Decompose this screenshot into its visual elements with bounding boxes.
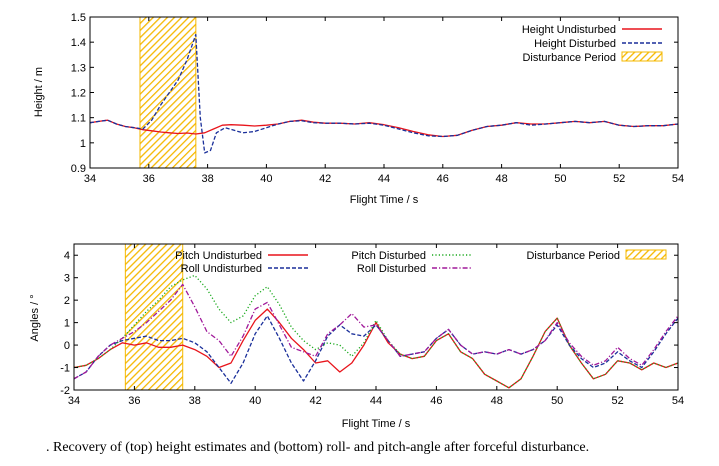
height-x-tick-label: 50 (554, 173, 566, 185)
height-legend-swatch-band (621, 51, 663, 62)
height-y-axis-label: Height / m (33, 67, 45, 117)
height-y-tick-label: 1.5 (71, 12, 86, 24)
height-y-tick-label: 1.1 (71, 113, 86, 125)
height-legend-label: Height Undisturbed (522, 24, 616, 36)
angles-legend-label-disturbance: Disturbance Period (526, 250, 620, 262)
angles-x-tick-label: 54 (672, 395, 684, 407)
height-series-line-height-undisturbed (90, 119, 678, 138)
angles-x-tick-label: 34 (68, 395, 80, 407)
height-x-tick-label: 38 (201, 173, 213, 185)
height-y-tick-label: 0.9 (71, 163, 86, 175)
angles-x-tick-label: 42 (309, 395, 321, 407)
angles-y-tick-label: -2 (60, 385, 70, 397)
height-x-tick-label: 42 (319, 173, 331, 185)
height-y-tick-label: 1.2 (71, 88, 86, 100)
angles-y-tick-label: 0 (64, 340, 70, 352)
height-disturbance-band (139, 17, 197, 168)
angles-legend-label: Roll Undisturbed (181, 263, 262, 275)
height-x-tick-label: 52 (613, 173, 625, 185)
angles-series-line-pitch-disturbed (74, 274, 678, 389)
height-series-line-height-disturbed (90, 33, 678, 154)
angles-disturbance-band (124, 244, 184, 390)
height-x-tick-label: 46 (437, 173, 449, 185)
angles-x-tick-label: 38 (189, 395, 201, 407)
angles-x-tick-label: 36 (128, 395, 140, 407)
angles-legend-label: Pitch Disturbed (351, 250, 426, 262)
height-x-tick-label: 36 (143, 173, 155, 185)
angles-y-tick-label: 3 (64, 273, 70, 285)
height-x-tick-label: 44 (378, 173, 390, 185)
height-x-tick-label: 40 (260, 173, 272, 185)
angles-legend-swatch-band (625, 249, 667, 260)
angles-x-tick-label: 40 (249, 395, 261, 407)
height-x-tick-label: 34 (84, 173, 96, 185)
height-x-axis-label: Flight Time / s (350, 194, 419, 206)
figure: 34 36 38 40 42 44 46 48 50 52 540.911.11.21.31.41.… (29, 12, 684, 430)
angles-y-axis-label: Angles / ° (29, 294, 41, 341)
angles-x-tick-label: 48 (491, 395, 503, 407)
height-chart: 34 36 38 40 42 44 46 48 50 52 54 0.9 1 1.1 1.2 1.3 1.4 1.… (33, 12, 684, 206)
height-y-tick-label: 1.4 (71, 37, 86, 49)
angles-legend-label: Pitch Undisturbed (175, 250, 262, 262)
figure-caption: . Recovery of (top) height estimates and… (46, 440, 590, 455)
angles-y-tick-label: 2 (64, 295, 70, 307)
angles-y-tick-label: -1 (60, 363, 70, 375)
angles-y-tick-label: 1 (64, 318, 70, 330)
angles-x-tick-label: 52 (611, 395, 623, 407)
height-legend-label: Height Disturbed (534, 38, 616, 50)
angles-series-line-roll-undisturbed (74, 315, 678, 384)
angles-y-tick-label: 4 (64, 250, 70, 262)
angles-x-axis-label: Flight Time / s (342, 418, 411, 430)
height-y-tick-label: 1 (80, 138, 86, 150)
height-y-tick-label: 1.3 (71, 62, 86, 74)
angles-series-line-pitch-undisturbed (74, 308, 678, 389)
angles-x-tick-label: 46 (430, 395, 442, 407)
angles-legend-label: Roll Disturbed (357, 263, 426, 275)
height-legend-label-disturbance: Disturbance Period (522, 52, 616, 64)
height-x-tick-label: 54 (672, 173, 684, 185)
height-x-tick-label: 48 (495, 173, 507, 185)
angles-x-tick-label: 44 (370, 395, 382, 407)
angles-x-tick-label: 50 (551, 395, 563, 407)
